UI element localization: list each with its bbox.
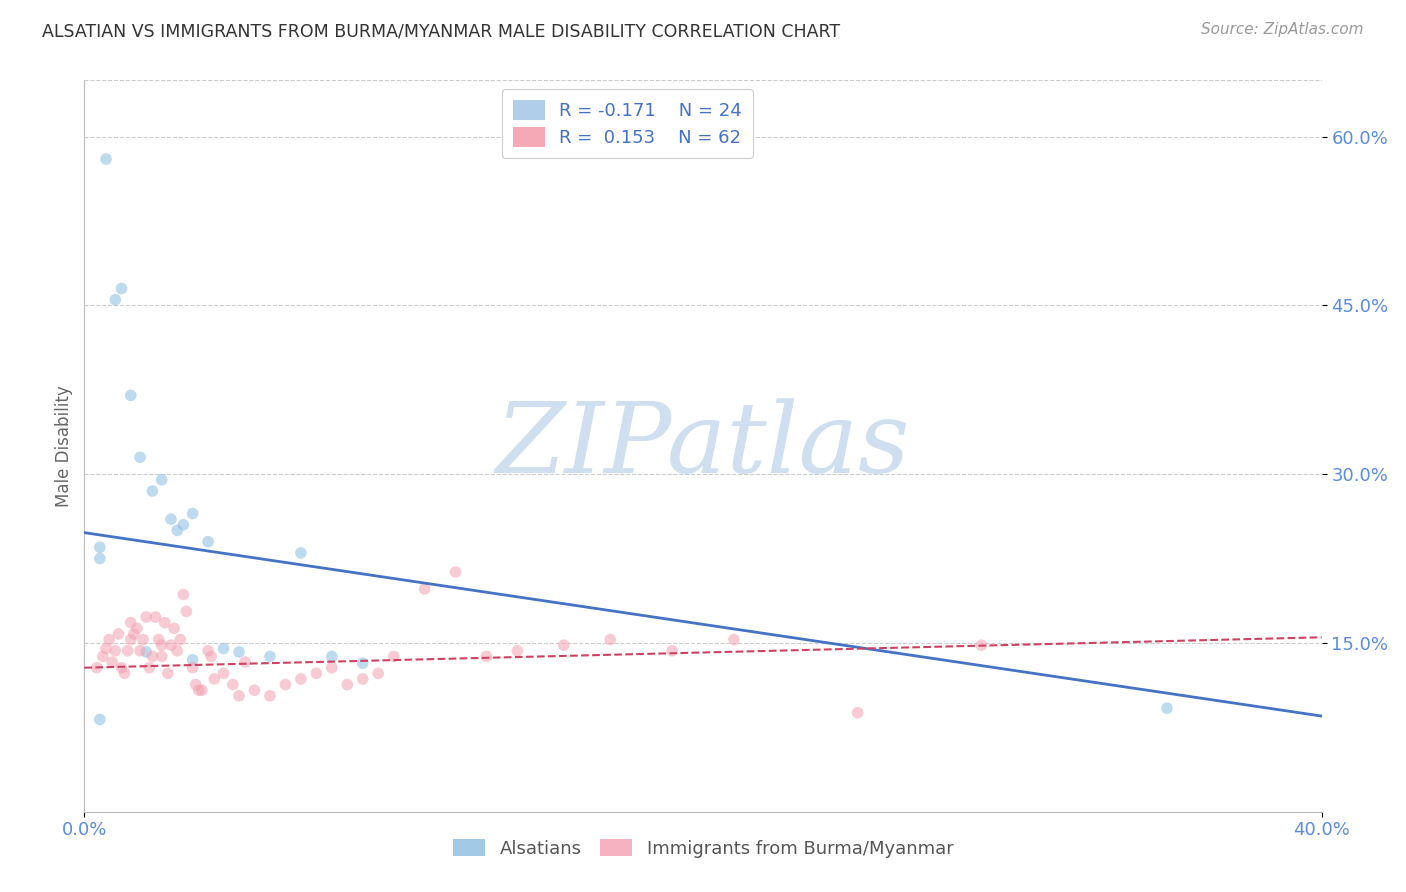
Point [94, 152, 117, 166]
Point [98, 632, 121, 647]
Point [846, 706, 869, 720]
Point [91, 649, 114, 664]
Point [94, 641, 117, 656]
Y-axis label: Male Disability: Male Disability [55, 385, 73, 507]
Point [101, 655, 124, 669]
Point [153, 615, 176, 630]
Text: ZIPatlas: ZIPatlas [496, 399, 910, 493]
Point [141, 483, 163, 498]
Point [141, 649, 163, 664]
Point [181, 661, 204, 675]
Point [135, 645, 157, 659]
Point [148, 632, 170, 647]
Point [259, 649, 281, 664]
Legend: Alsatians, Immigrants from Burma/Myanmar: Alsatians, Immigrants from Burma/Myanmar [446, 832, 960, 865]
Point [212, 641, 235, 656]
Point [104, 644, 127, 658]
Point [145, 610, 167, 624]
Point [184, 677, 207, 691]
Point [599, 632, 621, 647]
Point [506, 644, 529, 658]
Point [89, 713, 111, 727]
Point [243, 683, 266, 698]
Point [107, 627, 129, 641]
Point [166, 524, 188, 538]
Point [160, 638, 183, 652]
Point [352, 672, 374, 686]
Point [202, 672, 225, 686]
Point [135, 610, 157, 624]
Point [117, 644, 139, 658]
Point [120, 388, 142, 402]
Point [274, 677, 297, 691]
Point [129, 450, 152, 465]
Point [89, 541, 111, 555]
Point [120, 615, 142, 630]
Text: ALSATIAN VS IMMIGRANTS FROM BURMA/MYANMAR MALE DISABILITY CORRELATION CHART: ALSATIAN VS IMMIGRANTS FROM BURMA/MYANMA… [42, 22, 841, 40]
Point [125, 621, 148, 635]
Point [661, 644, 683, 658]
Point [228, 689, 250, 703]
Point [413, 582, 436, 596]
Point [259, 689, 281, 703]
Point [172, 517, 194, 532]
Text: Source: ZipAtlas.com: Source: ZipAtlas.com [1201, 22, 1364, 37]
Point [197, 644, 219, 658]
Point [160, 512, 183, 526]
Point [166, 644, 188, 658]
Point [181, 507, 204, 521]
Point [290, 672, 312, 686]
Point [89, 551, 111, 566]
Point [321, 661, 343, 675]
Point [228, 645, 250, 659]
Point [172, 588, 194, 602]
Point [86, 661, 108, 675]
Point [1156, 701, 1178, 715]
Point [305, 666, 328, 681]
Point [187, 683, 209, 698]
Point [382, 649, 405, 664]
Point [200, 649, 222, 664]
Point [181, 653, 204, 667]
Point [129, 644, 152, 658]
Point [163, 621, 186, 635]
Point [110, 661, 132, 675]
Point [104, 293, 127, 307]
Point [723, 632, 745, 647]
Point [191, 683, 214, 698]
Point [122, 627, 145, 641]
Point [321, 649, 343, 664]
Point [150, 649, 173, 664]
Point [444, 565, 467, 579]
Point [352, 656, 374, 670]
Point [176, 604, 198, 618]
Point [222, 677, 245, 691]
Point [290, 546, 312, 560]
Point [110, 281, 132, 295]
Point [197, 534, 219, 549]
Point [150, 473, 173, 487]
Point [150, 638, 173, 652]
Point [475, 649, 498, 664]
Point [132, 632, 155, 647]
Point [553, 638, 575, 652]
Point [156, 666, 179, 681]
Point [138, 661, 160, 675]
Point [120, 632, 142, 647]
Point [970, 638, 993, 652]
Point [212, 666, 235, 681]
Point [114, 666, 136, 681]
Point [367, 666, 389, 681]
Point [336, 677, 359, 691]
Point [233, 655, 256, 669]
Point [169, 632, 191, 647]
